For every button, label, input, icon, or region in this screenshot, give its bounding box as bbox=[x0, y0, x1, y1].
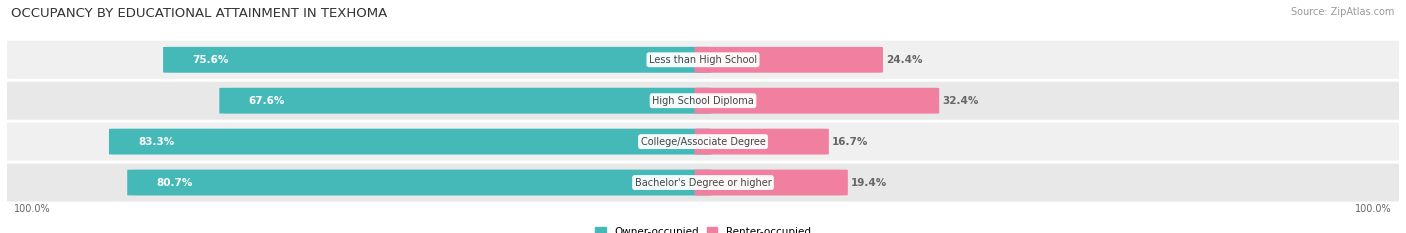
Text: Less than High School: Less than High School bbox=[650, 55, 756, 65]
FancyBboxPatch shape bbox=[163, 47, 711, 73]
FancyBboxPatch shape bbox=[7, 164, 1399, 202]
Text: 24.4%: 24.4% bbox=[886, 55, 922, 65]
Text: 19.4%: 19.4% bbox=[851, 178, 887, 188]
Text: High School Diploma: High School Diploma bbox=[652, 96, 754, 106]
Text: 100.0%: 100.0% bbox=[14, 204, 51, 214]
Text: Source: ZipAtlas.com: Source: ZipAtlas.com bbox=[1291, 7, 1395, 17]
FancyBboxPatch shape bbox=[695, 170, 848, 195]
FancyBboxPatch shape bbox=[695, 47, 883, 73]
FancyBboxPatch shape bbox=[219, 88, 711, 114]
FancyBboxPatch shape bbox=[695, 129, 830, 154]
Text: Bachelor's Degree or higher: Bachelor's Degree or higher bbox=[634, 178, 772, 188]
FancyBboxPatch shape bbox=[695, 88, 939, 114]
Text: 16.7%: 16.7% bbox=[832, 137, 868, 147]
Text: 75.6%: 75.6% bbox=[193, 55, 229, 65]
Text: 32.4%: 32.4% bbox=[942, 96, 979, 106]
Text: College/Associate Degree: College/Associate Degree bbox=[641, 137, 765, 147]
FancyBboxPatch shape bbox=[110, 129, 711, 154]
Text: OCCUPANCY BY EDUCATIONAL ATTAINMENT IN TEXHOMA: OCCUPANCY BY EDUCATIONAL ATTAINMENT IN T… bbox=[11, 7, 388, 20]
Text: 100.0%: 100.0% bbox=[1355, 204, 1392, 214]
FancyBboxPatch shape bbox=[7, 41, 1399, 79]
Legend: Owner-occupied, Renter-occupied: Owner-occupied, Renter-occupied bbox=[595, 227, 811, 233]
Text: 80.7%: 80.7% bbox=[156, 178, 193, 188]
Text: 67.6%: 67.6% bbox=[249, 96, 285, 106]
FancyBboxPatch shape bbox=[127, 170, 711, 195]
Text: 83.3%: 83.3% bbox=[139, 137, 174, 147]
FancyBboxPatch shape bbox=[7, 123, 1399, 161]
FancyBboxPatch shape bbox=[7, 82, 1399, 120]
